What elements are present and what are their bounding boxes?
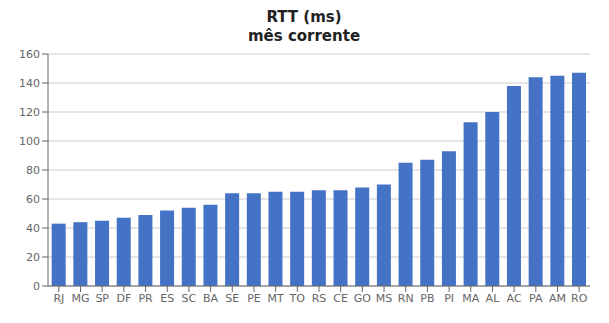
svg-text:RO: RO	[571, 292, 588, 305]
html-text:RTT (ms): RTT (ms)	[266, 8, 342, 26]
svg-text:80: 80	[26, 164, 40, 177]
svg-text:PA: PA	[529, 292, 543, 305]
svg-text:0: 0	[33, 280, 40, 293]
svg-text:120: 120	[19, 106, 40, 119]
svg-text:AM: AM	[549, 292, 566, 305]
svg-text:MA: MA	[462, 292, 479, 305]
svg-text:PI: PI	[444, 292, 454, 305]
svg-text:DF: DF	[116, 292, 131, 305]
svg-text:AL: AL	[486, 292, 501, 305]
svg-text:CE: CE	[333, 292, 348, 305]
svg-text:RJ: RJ	[53, 292, 64, 305]
svg-text:BA: BA	[203, 292, 219, 305]
svg-text:PB: PB	[420, 292, 434, 305]
svg-text:TO: TO	[289, 292, 306, 305]
svg-text:MG: MG	[72, 292, 90, 305]
svg-text:RN: RN	[398, 292, 414, 305]
svg-text:SC: SC	[182, 292, 197, 305]
svg-text:AC: AC	[507, 292, 522, 305]
svg-text:ES: ES	[160, 292, 174, 305]
svg-text:40: 40	[26, 222, 40, 235]
svg-text:PE: PE	[247, 292, 261, 305]
svg-text:SE: SE	[225, 292, 239, 305]
svg-text:140: 140	[19, 77, 40, 90]
svg-text:160: 160	[19, 48, 40, 61]
svg-text:60: 60	[26, 193, 40, 206]
svg-text:MT: MT	[268, 292, 284, 305]
svg-text:RS: RS	[312, 292, 327, 305]
html-text:mês corrente: mês corrente	[247, 27, 361, 45]
svg-text:20: 20	[26, 251, 40, 264]
svg-text:GO: GO	[354, 292, 372, 305]
svg-text:PR: PR	[138, 292, 153, 305]
svg-text:MS: MS	[376, 292, 392, 305]
svg-text:SP: SP	[95, 292, 109, 305]
svg-text:100: 100	[19, 135, 40, 148]
